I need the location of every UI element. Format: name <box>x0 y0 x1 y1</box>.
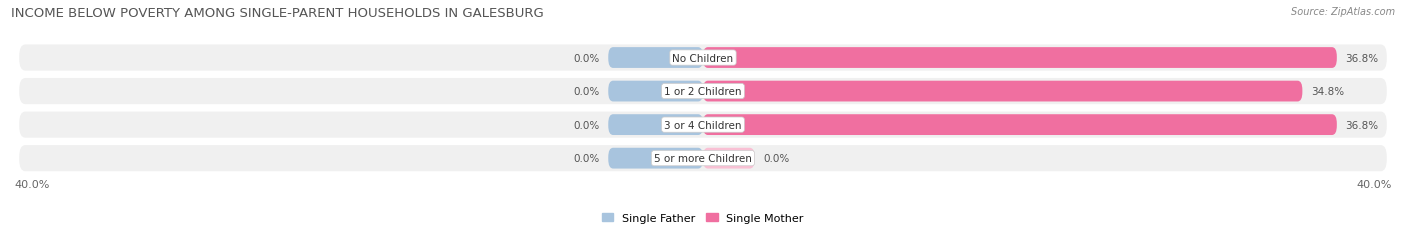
Text: 0.0%: 0.0% <box>574 53 599 63</box>
FancyBboxPatch shape <box>20 45 1386 71</box>
Text: 0.0%: 0.0% <box>763 153 790 164</box>
FancyBboxPatch shape <box>609 115 703 135</box>
Legend: Single Father, Single Mother: Single Father, Single Mother <box>598 208 808 227</box>
FancyBboxPatch shape <box>703 81 1302 102</box>
Text: 36.8%: 36.8% <box>1346 53 1378 63</box>
Text: 0.0%: 0.0% <box>574 87 599 97</box>
Text: INCOME BELOW POVERTY AMONG SINGLE-PARENT HOUSEHOLDS IN GALESBURG: INCOME BELOW POVERTY AMONG SINGLE-PARENT… <box>11 7 544 20</box>
FancyBboxPatch shape <box>20 79 1386 105</box>
Text: 40.0%: 40.0% <box>1357 179 1392 189</box>
FancyBboxPatch shape <box>703 48 1337 69</box>
FancyBboxPatch shape <box>703 115 1337 135</box>
FancyBboxPatch shape <box>609 148 703 169</box>
Text: 36.8%: 36.8% <box>1346 120 1378 130</box>
Text: No Children: No Children <box>672 53 734 63</box>
Text: 0.0%: 0.0% <box>574 120 599 130</box>
Text: 3 or 4 Children: 3 or 4 Children <box>664 120 742 130</box>
Text: 1 or 2 Children: 1 or 2 Children <box>664 87 742 97</box>
Text: Source: ZipAtlas.com: Source: ZipAtlas.com <box>1291 7 1395 17</box>
FancyBboxPatch shape <box>703 148 755 169</box>
FancyBboxPatch shape <box>20 146 1386 171</box>
FancyBboxPatch shape <box>609 81 703 102</box>
Text: 0.0%: 0.0% <box>574 153 599 164</box>
Text: 5 or more Children: 5 or more Children <box>654 153 752 164</box>
Text: 34.8%: 34.8% <box>1310 87 1344 97</box>
Text: 40.0%: 40.0% <box>14 179 49 189</box>
FancyBboxPatch shape <box>20 112 1386 138</box>
FancyBboxPatch shape <box>609 48 703 69</box>
